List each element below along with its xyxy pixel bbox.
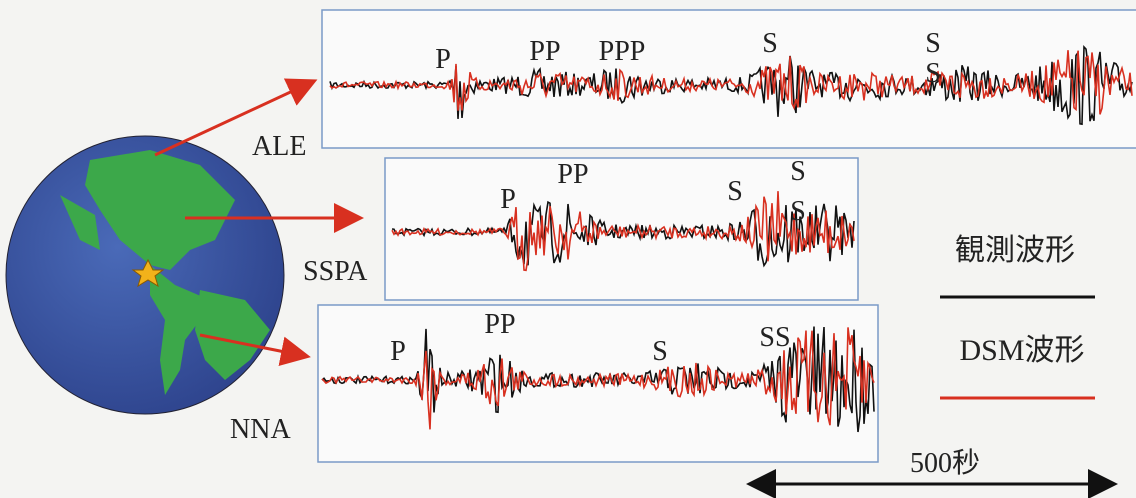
observed-waveform bbox=[329, 45, 1133, 126]
phase-label: S bbox=[762, 28, 778, 59]
phase-label: S bbox=[925, 28, 941, 59]
synthetic-waveform bbox=[321, 327, 875, 430]
station-name: ALE bbox=[252, 131, 306, 162]
phase-label: PPP bbox=[599, 36, 646, 67]
station-name: NNA bbox=[230, 414, 291, 445]
globe bbox=[5, 135, 285, 415]
synthetic-waveform bbox=[391, 191, 855, 272]
arrow bbox=[199, 333, 311, 367]
phase-label: PP bbox=[484, 309, 515, 340]
phase-label: PP bbox=[557, 159, 588, 190]
phase-label: SS bbox=[759, 322, 790, 353]
phase-label: S bbox=[727, 176, 743, 207]
synthetic-waveform bbox=[329, 50, 1133, 115]
phase-label: S bbox=[925, 58, 941, 89]
arrows bbox=[154, 78, 364, 367]
phase-label: P bbox=[500, 184, 516, 215]
phase-label: P bbox=[390, 336, 406, 367]
phase-label: S bbox=[652, 336, 668, 367]
arrow bbox=[154, 78, 318, 157]
waveforms bbox=[321, 45, 1133, 433]
panel bbox=[321, 9, 1136, 149]
phase-label: S bbox=[790, 156, 806, 187]
station-name: SSPA bbox=[303, 256, 368, 287]
legend-observed: 観測波形 bbox=[955, 234, 1075, 267]
legend-synthetic: DSM波形 bbox=[959, 334, 1084, 367]
phase-label: S bbox=[790, 196, 806, 227]
scale-label: 500秒 bbox=[910, 447, 980, 479]
phase-label: P bbox=[435, 44, 451, 75]
phase-label: PP bbox=[529, 36, 560, 67]
